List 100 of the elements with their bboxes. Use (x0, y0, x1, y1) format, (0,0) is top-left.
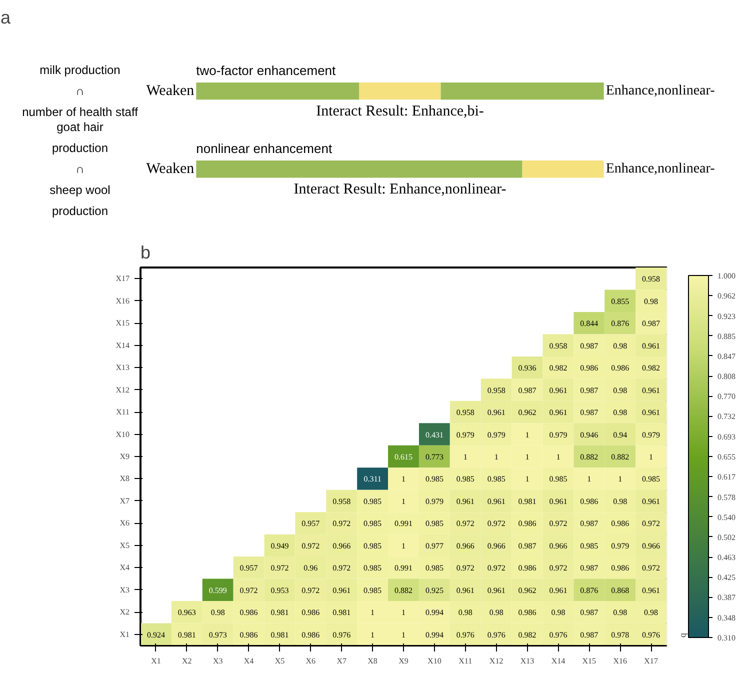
data-label: 0.958 (549, 341, 568, 350)
y-tick-label: X1 (120, 630, 130, 639)
data-label: 0.882 (611, 452, 630, 462)
data-label: 0.972 (642, 519, 660, 528)
data-label: 0.96 (304, 564, 318, 573)
data-label: 0.986 (302, 608, 320, 618)
data-label: 0.985 (425, 474, 444, 484)
data-label: 1 (402, 496, 406, 506)
data-label: 0.431 (425, 430, 444, 440)
y-tick-label: X8 (120, 474, 130, 484)
data-label: 0.972 (332, 519, 351, 528)
data-label: 0.973 (208, 630, 227, 640)
data-label: 0.976 (487, 630, 506, 640)
data-label: 0.966 (549, 541, 568, 550)
data-label: 0.961 (549, 408, 568, 418)
data-label: 1 (402, 608, 406, 618)
data-label: 0.985 (580, 541, 598, 550)
y-tick-label: X2 (120, 608, 130, 617)
data-label: 0.961 (642, 586, 660, 595)
data-label: 0.985 (364, 586, 382, 595)
color-bar-label: 0.732 (718, 412, 736, 422)
data-label: 0.98 (489, 608, 504, 618)
data-label: 0.987 (580, 630, 598, 640)
data-label: 1 (402, 630, 406, 640)
data-label: 0.972 (487, 519, 506, 528)
color-bar-label: 0.655 (718, 452, 736, 462)
data-label: 1 (494, 452, 498, 462)
data-label: 0.98 (210, 608, 225, 618)
y-tick-label: X3 (120, 585, 130, 594)
x-tick-label: X16 (613, 656, 627, 666)
color-bar-label: 0.693 (718, 432, 736, 442)
color-bar-label: 0.808 (718, 372, 736, 382)
color-bar-label: 0.962 (718, 291, 736, 300)
data-label: 0.979 (549, 430, 568, 440)
data-label: 0.961 (456, 496, 474, 506)
bar (196, 160, 522, 178)
bar (440, 82, 604, 100)
data-label: 0.961 (332, 586, 351, 595)
data-label: 0.972 (240, 586, 258, 595)
data-label: 0.972 (456, 564, 474, 573)
data-label: 0.986 (518, 519, 536, 528)
data-label: 0.986 (518, 564, 536, 573)
data-label: 0.957 (302, 519, 320, 528)
data-label: 0.986 (580, 496, 598, 506)
x-tick-label: X3 (212, 656, 223, 666)
y-tick-label: X9 (120, 452, 130, 461)
data-label: 0.615 (394, 452, 412, 462)
data-label: 0.986 (302, 630, 320, 640)
y-tick-label: X6 (120, 518, 130, 528)
text: Weaken (146, 83, 195, 100)
color-bar-label: 0.617 (718, 472, 736, 482)
data-label: 0.876 (611, 319, 630, 328)
data-label: 0.925 (425, 586, 444, 595)
data-label: 0.961 (487, 408, 506, 418)
data-label: 0.987 (580, 408, 598, 418)
data-label: 0.961 (549, 586, 568, 595)
data-label: 0.961 (456, 586, 474, 595)
data-label: 0.961 (487, 586, 506, 595)
color-bar-label: 0.923 (718, 312, 736, 321)
data-label: 0.94 (613, 430, 628, 440)
data-label: 0.958 (456, 408, 474, 418)
data-label: 0.979 (611, 541, 630, 550)
data-label: 0.986 (240, 630, 258, 640)
data-label: 0.987 (580, 341, 598, 350)
y-tick-label: X5 (120, 540, 130, 550)
data-label: 0.961 (642, 341, 660, 350)
x-tick-label: X14 (551, 656, 566, 666)
color-bar-label: 0.847 (718, 352, 736, 361)
data-label: 0.987 (518, 541, 536, 550)
x-tick-label: X10 (428, 656, 442, 666)
data-label: 1 (649, 452, 654, 462)
data-label: 0.991 (394, 519, 412, 528)
y-tick-label: X13 (116, 363, 130, 372)
data-label: 0.98 (613, 608, 628, 618)
data-label: 0.972 (302, 541, 320, 550)
data-label: 0.773 (425, 452, 444, 462)
color-bar-title: q (678, 632, 688, 638)
bar (522, 160, 604, 178)
data-label: 0.976 (642, 630, 660, 640)
data-label: 0.961 (487, 496, 506, 506)
data-label: 0.972 (549, 519, 568, 528)
data-label: 0.986 (611, 564, 630, 573)
x-tick-label: X4 (244, 656, 254, 666)
color-bar-label: 0.502 (718, 532, 736, 542)
data-label: 0.987 (518, 386, 536, 395)
data-label: 0.949 (270, 541, 289, 550)
data-label: 0.979 (425, 496, 444, 506)
y-tick-label: X15 (116, 318, 130, 328)
data-label: 0.991 (394, 564, 412, 573)
color-bar-label: 0.578 (718, 492, 736, 502)
data-label: 0.976 (332, 630, 351, 640)
annotation: nonlinear enhancement (196, 140, 332, 156)
data-label: 0.994 (425, 630, 444, 640)
x-tick-label: X6 (306, 656, 316, 666)
data-label: 1 (556, 452, 560, 462)
data-label: 0.98 (613, 386, 628, 395)
data-label: 0.98 (458, 608, 472, 618)
data-label: 0.311 (364, 474, 382, 484)
data-label: 0.985 (642, 474, 660, 484)
data-label: 0.986 (611, 364, 630, 373)
